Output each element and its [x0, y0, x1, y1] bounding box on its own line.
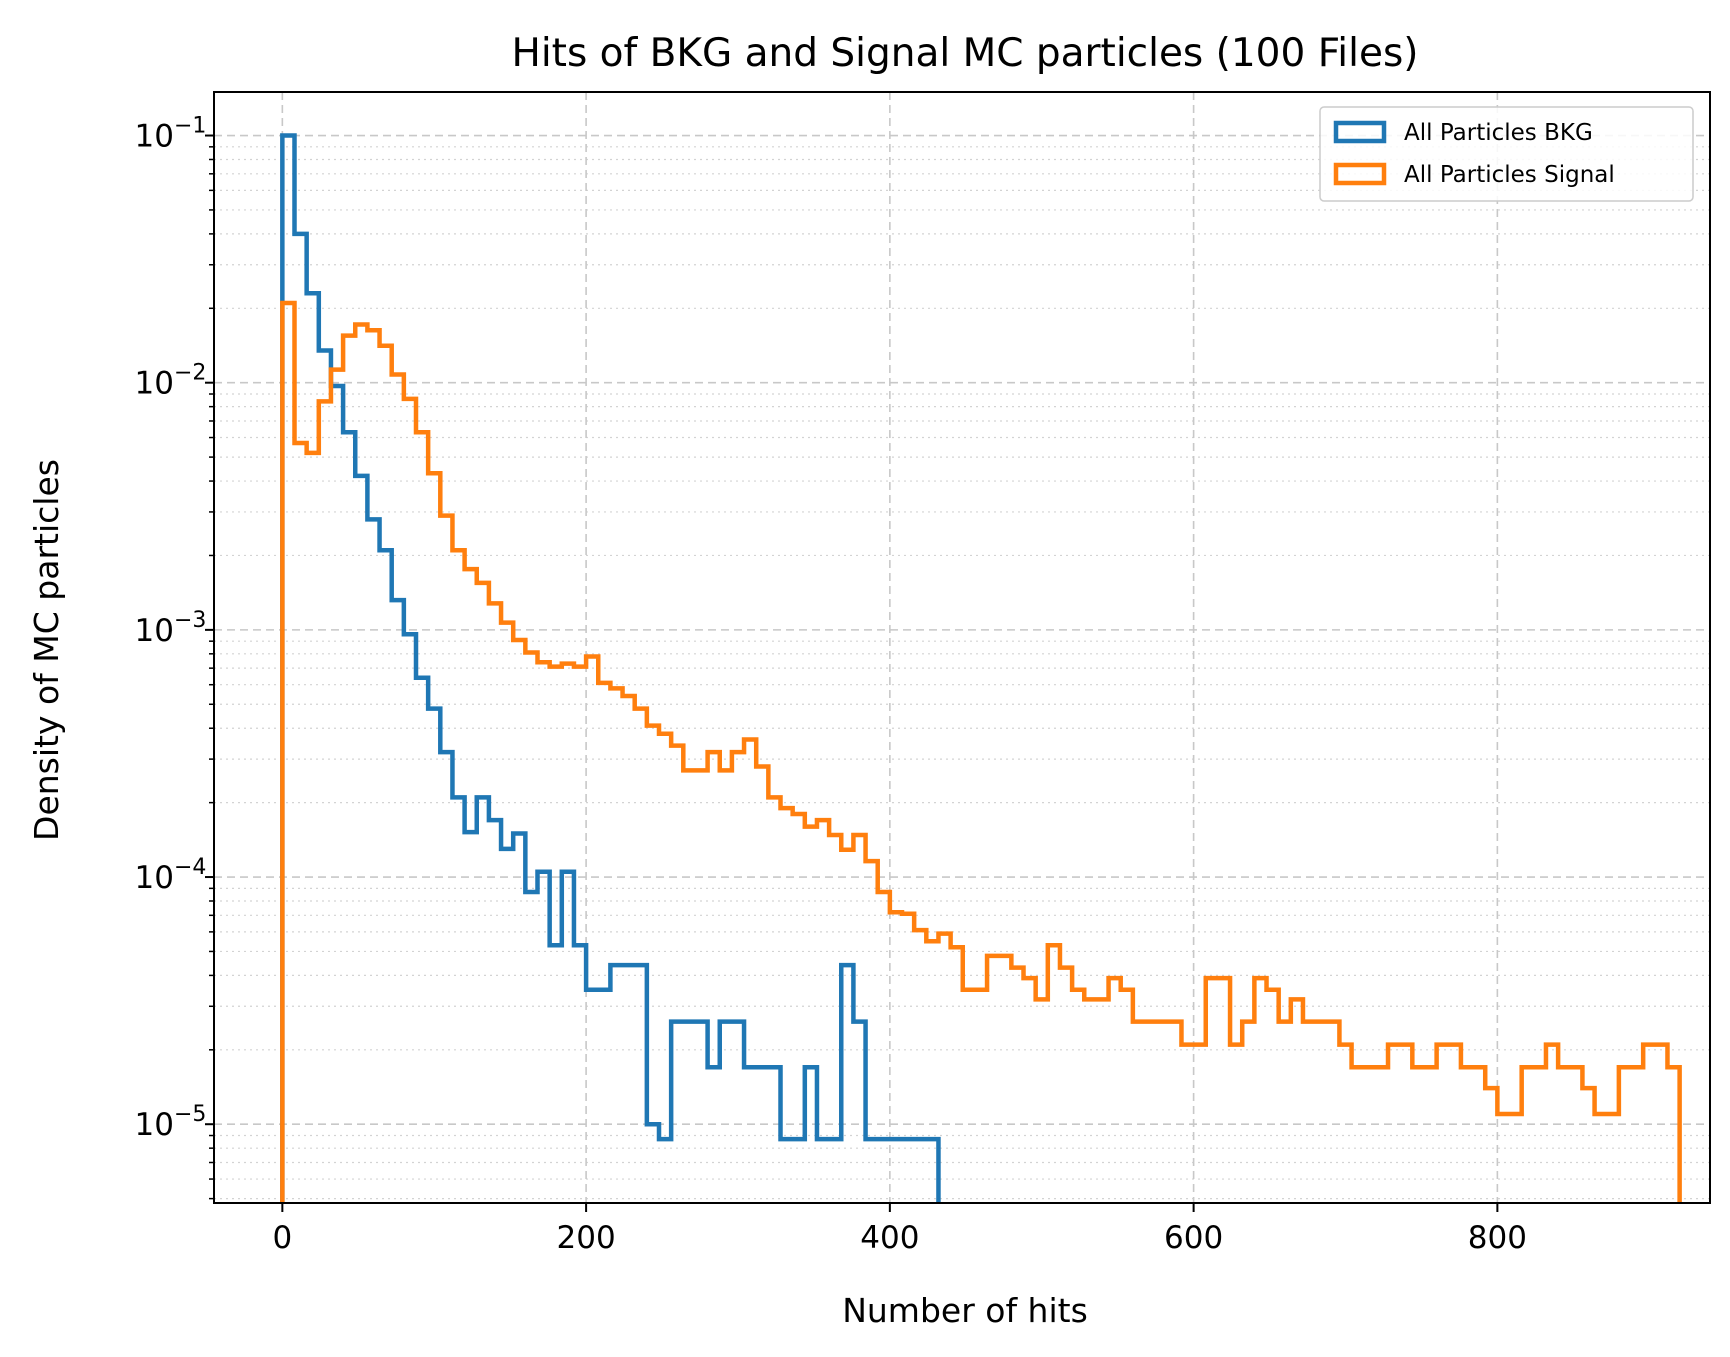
legend: All Particles BKG All Particles Signal: [1319, 106, 1694, 202]
grid-lines: [214, 92, 1710, 1203]
x-axis-label: Number of hits: [842, 1291, 1088, 1330]
y-tick-label: 10 −1: [135, 114, 207, 155]
y-tick-exponent: −4: [174, 855, 206, 880]
x-axis-ticks: 0 200 400 600 800: [272, 1203, 1527, 1256]
y-axis-label: Density of MC particles: [27, 459, 66, 841]
y-tick-base: 10: [135, 1107, 174, 1143]
series-line-signal: [280, 300, 1682, 1203]
y-tick-exponent: −5: [174, 1102, 206, 1127]
legend-swatch: [1333, 120, 1387, 144]
x-tick-label: 800: [1468, 1220, 1527, 1256]
y-tick-base: 10: [135, 613, 174, 649]
x-tick-label: 400: [860, 1220, 919, 1256]
legend-swatch: [1333, 162, 1387, 186]
y-tick-base: 10: [135, 119, 174, 155]
legend-box: [1319, 106, 1694, 202]
y-tick-exponent: −2: [174, 361, 206, 386]
y-tick-label: 10 −5: [135, 1102, 207, 1143]
axes-frame: [213, 91, 1711, 1204]
y-tick-base: 10: [135, 860, 174, 896]
x-tick-label: 600: [1164, 1220, 1223, 1256]
y-tick-exponent: −3: [174, 608, 206, 633]
y-tick-base: 10: [135, 366, 174, 402]
legend-label: All Particles BKG: [1404, 120, 1593, 146]
x-tick-label: 200: [557, 1220, 616, 1256]
x-tick-label: 0: [272, 1220, 292, 1256]
chart-title: Hits of BKG and Signal MC particles (100…: [512, 31, 1419, 76]
series-line-bkg: [280, 133, 941, 1203]
plot-area: [280, 133, 1682, 1203]
y-tick-exponent: −1: [174, 114, 206, 139]
y-tick-label: 10 −4: [135, 855, 207, 896]
y-axis-ticks: 10−110−210−310−410−5: [135, 114, 214, 1200]
y-tick-label: 10 −2: [135, 361, 207, 402]
legend-label: All Particles Signal: [1404, 162, 1615, 188]
y-tick-label: 10 −3: [135, 608, 207, 649]
